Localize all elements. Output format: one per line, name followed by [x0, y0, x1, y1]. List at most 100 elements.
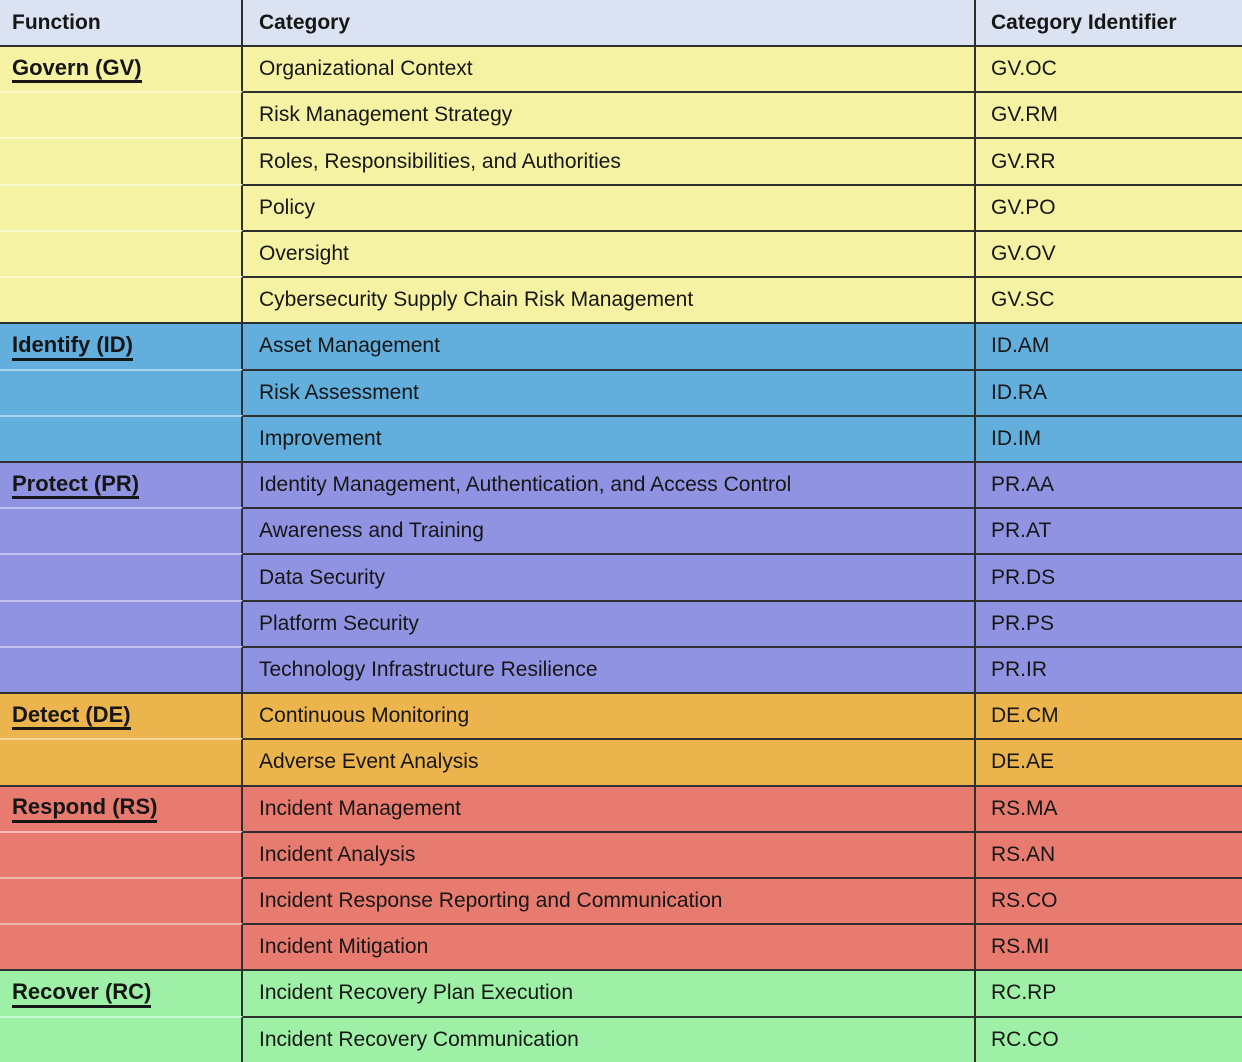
table-row-rs.ma: Respond (RS) Incident Management RS.MA [0, 784, 1242, 831]
function-cell-govern [0, 183, 243, 230]
category-text: Incident Response Reporting and Communic… [259, 889, 723, 913]
function-cell-govern [0, 91, 243, 138]
category-text: Incident Recovery Communication [259, 1027, 579, 1051]
category-identifier-cell: GV.PO [976, 183, 1242, 230]
table-row-id.im: Improvement ID.IM [0, 414, 1242, 461]
table-row-rs.mi: Incident Mitigation RS.MI [0, 923, 1242, 970]
category-identifier-text: GV.OC [991, 57, 1057, 81]
category-text: Organizational Context [259, 57, 473, 81]
table-row-gv.ov: Oversight GV.OV [0, 229, 1242, 277]
function-cell-govern [0, 137, 243, 184]
function-cell-respond [0, 923, 243, 970]
category-identifier-cell: RS.AN [976, 830, 1242, 877]
table-body: Govern (GV) Organizational Context GV.OC Ri… [0, 45, 1242, 1062]
column-header-category: Category [243, 0, 976, 45]
category-cell: Incident Mitigation [243, 923, 976, 970]
category-identifier-cell: RS.MI [976, 923, 1242, 969]
table-row-id.am: Identify (ID) Asset Management ID.AM [0, 322, 1242, 369]
function-label-respond: Respond (RS) [12, 794, 158, 823]
column-header-category-identifier: Category Identifier [991, 10, 1177, 34]
category-identifier-text: GV.OV [991, 241, 1056, 265]
category-identifier-cell: PR.AT [976, 507, 1242, 553]
category-identifier-cell: GV.RM [976, 91, 1242, 137]
table-row-gv.rm: Risk Management Strategy GV.RM [0, 91, 1242, 138]
function-label-protect: Protect (PR) [12, 471, 140, 500]
table-row-gv.po: Policy GV.PO [0, 183, 1242, 230]
category-identifier-text: RS.MI [991, 935, 1050, 959]
category-identifier-text: ID.RA [991, 380, 1048, 404]
category-cell: Policy [243, 183, 976, 230]
table-row-gv.rr: Roles, Responsibilities, and Authorities… [0, 137, 1242, 184]
category-identifier-cell: RS.MA [976, 784, 1242, 831]
category-text: Incident Mitigation [259, 935, 429, 959]
function-cell-govern [0, 229, 243, 277]
function-cell-respond [0, 876, 243, 924]
function-cell-detect: Detect (DE) [0, 692, 243, 739]
category-text: Continuous Monitoring [259, 704, 470, 728]
category-identifier-text: DE.CM [991, 704, 1059, 728]
category-cell: Awareness and Training [243, 507, 976, 554]
table-row-rs.co: Incident Response Reporting and Communic… [0, 876, 1242, 924]
category-text: Improvement [259, 426, 382, 450]
category-identifier-cell: GV.RR [976, 137, 1242, 183]
category-identifier-cell: PR.IR [976, 645, 1242, 692]
table-row-rc.rp: Recover (RC) Incident Recovery Plan Execu… [0, 969, 1242, 1016]
function-cell-identify [0, 414, 243, 461]
category-identifier-cell: DE.AE [976, 738, 1242, 784]
table-row-id.ra: Risk Assessment ID.RA [0, 368, 1242, 415]
category-identifier-text: RC.RP [991, 981, 1057, 1005]
category-cell: Improvement [243, 414, 976, 461]
category-text: Asset Management [259, 334, 440, 358]
function-cell-govern: Govern (GV) [0, 45, 243, 92]
category-identifier-cell: GV.OC [976, 45, 1242, 91]
category-identifier-text: DE.AE [991, 750, 1055, 774]
category-cell: Roles, Responsibilities, and Authorities [243, 137, 976, 184]
function-cell-protect [0, 507, 243, 554]
category-text: Oversight [259, 241, 349, 265]
category-identifier-text: ID.IM [991, 426, 1042, 450]
function-cell-protect: Protect (PR) [0, 460, 243, 508]
category-cell: Platform Security [243, 599, 976, 646]
category-cell: Incident Management [243, 784, 976, 831]
function-cell-govern [0, 276, 243, 323]
category-text: Adverse Event Analysis [259, 750, 479, 774]
function-label-identify: Identify (ID) [12, 332, 133, 361]
category-cell: Cybersecurity Supply Chain Risk Manageme… [243, 276, 976, 323]
category-identifier-text: PR.IR [991, 657, 1048, 681]
category-identifier-cell: GV.OV [976, 229, 1242, 276]
category-identifier-text: RS.CO [991, 889, 1058, 913]
table-row-rc.co: Incident Recovery Communication RC.CO [0, 1015, 1242, 1062]
category-identifier-text: RS.AN [991, 842, 1056, 866]
category-cell: Incident Analysis [243, 830, 976, 877]
table-row-de.cm: Detect (DE) Continuous Monitoring DE.CM [0, 692, 1242, 739]
category-text: Incident Analysis [259, 842, 416, 866]
function-cell-detect [0, 738, 243, 785]
category-identifier-cell: RC.RP [976, 969, 1242, 1015]
category-cell: Incident Response Reporting and Communic… [243, 876, 976, 924]
category-identifier-cell: PR.AA [976, 460, 1242, 507]
category-cell: Identity Management, Authentication, and… [243, 460, 976, 508]
category-identifier-text: PR.AT [991, 519, 1052, 543]
category-text: Policy [259, 195, 316, 219]
category-text: Roles, Responsibilities, and Authorities [259, 149, 621, 173]
category-cell: Organizational Context [243, 45, 976, 92]
category-text: Risk Management Strategy [259, 103, 513, 127]
function-label-recover: Recover (RC) [12, 979, 152, 1008]
function-cell-recover [0, 1015, 243, 1062]
function-label-govern: Govern (GV) [12, 55, 142, 84]
table-row-pr.at: Awareness and Training PR.AT [0, 507, 1242, 554]
category-cell: Asset Management [243, 322, 976, 369]
category-cell: Incident Recovery Plan Execution [243, 969, 976, 1016]
function-cell-protect [0, 645, 243, 693]
category-identifier-cell: RS.CO [976, 876, 1242, 923]
table-row-pr.ds: Data Security PR.DS [0, 553, 1242, 600]
category-identifier-text: PR.DS [991, 565, 1056, 589]
function-cell-identify: Identify (ID) [0, 322, 243, 369]
column-header-function: Function [0, 0, 243, 45]
category-cell: Incident Recovery Communication [243, 1015, 976, 1062]
category-identifier-cell: PR.PS [976, 599, 1242, 646]
category-identifier-text: GV.RM [991, 103, 1058, 127]
category-text: Incident Management [259, 796, 461, 820]
category-identifier-cell: DE.CM [976, 692, 1242, 738]
